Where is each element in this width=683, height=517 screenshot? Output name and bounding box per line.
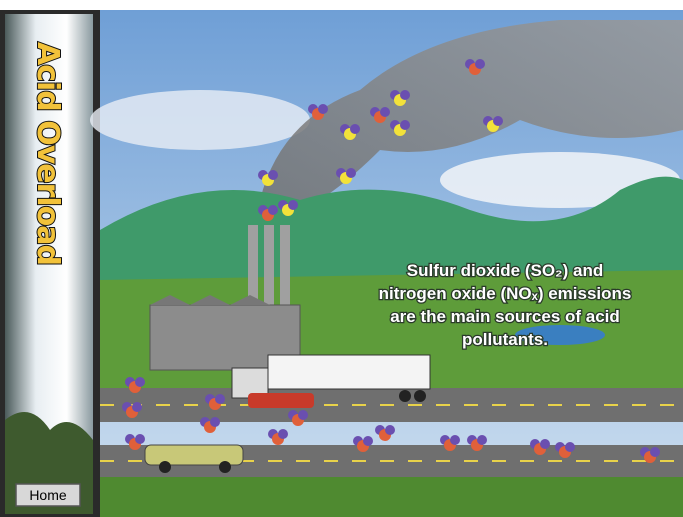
- molecule-atom: [540, 439, 550, 449]
- molecule-atom: [450, 435, 460, 445]
- molecule-atom: [318, 104, 328, 114]
- wheel: [399, 390, 411, 402]
- molecule-atom: [298, 410, 308, 420]
- scene: Sulfur dioxide (SO₂) and nitrogen oxide …: [90, 10, 683, 517]
- molecule-atom: [278, 429, 288, 439]
- caption-line: Sulfur dioxide (SO₂) and: [407, 261, 603, 280]
- smokestack: [264, 225, 274, 315]
- smokestack: [280, 225, 290, 315]
- molecule-atom: [493, 116, 503, 126]
- molecule-atom: [477, 435, 487, 445]
- molecule-atom: [268, 170, 278, 180]
- home-button-bg[interactable]: [15, 483, 81, 507]
- home-label[interactable]: Home: [29, 487, 67, 503]
- wheel: [159, 461, 171, 473]
- cloud: [90, 90, 310, 150]
- yellow-car: [144, 444, 244, 466]
- molecule-atom: [650, 447, 660, 457]
- sidebar: Acid Overload Home: [0, 10, 100, 517]
- smokestack: [248, 225, 258, 315]
- molecule-atom: [565, 442, 575, 452]
- wheel: [414, 390, 426, 402]
- molecule-atom: [288, 200, 298, 210]
- factory-roof: [150, 295, 270, 305]
- title: Acid Overload: [30, 42, 65, 265]
- pond: [515, 325, 605, 345]
- molecule-atom: [132, 402, 142, 412]
- molecules: [122, 59, 660, 463]
- molecule-atom: [385, 425, 395, 435]
- molecule-atom: [380, 107, 390, 117]
- caption-line: nitrogen oxide (NOₓ) emissions: [379, 284, 632, 303]
- caption-line: pollutants.: [462, 330, 548, 349]
- caption: Sulfur dioxide (SO₂) and nitrogen oxide …: [377, 260, 632, 351]
- red-car: [248, 393, 314, 408]
- molecule-atom: [210, 417, 220, 427]
- truck-trailer: [267, 354, 431, 390]
- molecule-atom: [350, 124, 360, 134]
- wheel: [219, 461, 231, 473]
- molecule-atom: [400, 120, 410, 130]
- molecule-atom: [268, 205, 278, 215]
- home-button[interactable]: Home: [15, 483, 81, 507]
- mountains: [100, 176, 683, 300]
- molecule-atom: [135, 434, 145, 444]
- molecule-atom: [475, 59, 485, 69]
- molecule-atom: [135, 377, 145, 387]
- molecule-atom: [400, 90, 410, 100]
- molecule-atom: [363, 436, 373, 446]
- caption-line: are the main sources of acid: [390, 307, 620, 326]
- molecule-atom: [215, 394, 225, 404]
- smoke: [260, 20, 683, 215]
- molecule-atom: [346, 168, 356, 178]
- grass-bottom: [100, 477, 683, 517]
